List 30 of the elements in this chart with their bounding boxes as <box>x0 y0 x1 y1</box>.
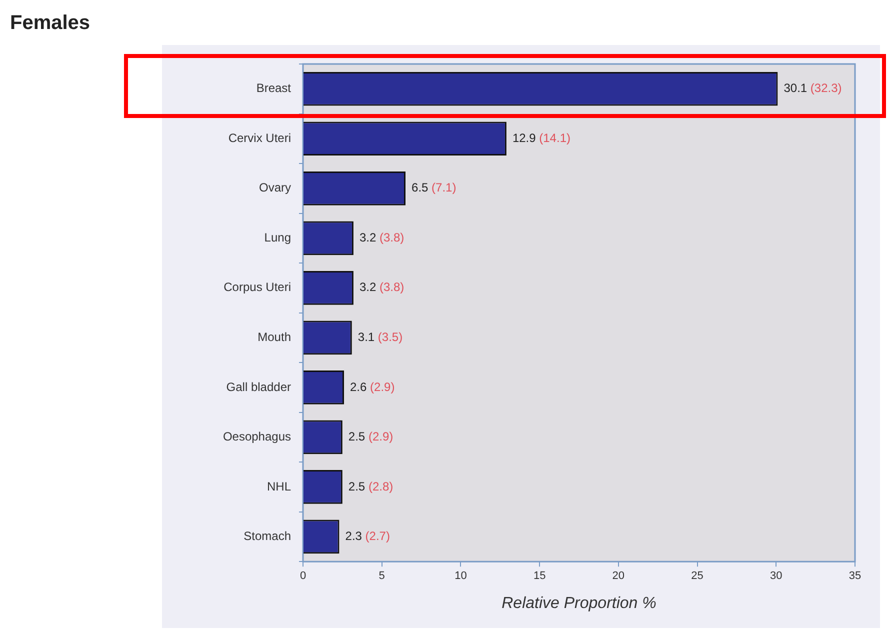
y-tick-label: Gall bladder <box>226 380 291 394</box>
y-tick-label: Cervix Uteri <box>228 130 291 145</box>
data-label: 3.2 (3.8) <box>359 230 404 244</box>
data-label: 3.1 (3.5) <box>358 330 403 344</box>
y-tick-label: Oesophagus <box>222 430 291 444</box>
data-label: 2.5 (2.9) <box>348 430 394 444</box>
y-tick-label: Ovary <box>258 180 291 195</box>
x-tick-label: 10 <box>454 570 467 582</box>
x-tick-label: 35 <box>848 570 862 582</box>
x-tick-label: 25 <box>691 570 704 582</box>
y-tick-label: Mouth <box>258 330 291 344</box>
x-tick-label: 5 <box>378 570 385 582</box>
text: Females <box>10 12 90 35</box>
data-label: 2.5 (2.8) <box>348 479 394 494</box>
x-axis-title: Relative Proportion % <box>502 594 656 612</box>
x-tick-label: 20 <box>612 570 625 582</box>
x-tick-label: 30 <box>770 570 782 582</box>
data-label: 2.3 (2.7) <box>345 529 390 544</box>
y-tick-label: NHL <box>266 479 292 494</box>
data-label: 12.9 (14.1) <box>512 130 570 145</box>
y-tick-label: Stomach <box>244 529 291 544</box>
data-label: 3.2 (3.8) <box>359 280 404 294</box>
y-tick-label: Lung <box>264 230 291 244</box>
y-tick-label: Corpus Uteri <box>224 280 291 294</box>
y-tick-label: Breast <box>256 81 292 96</box>
data-label: 30.1 (32.3) <box>784 81 842 96</box>
data-label: 2.6 (2.9) <box>350 380 395 394</box>
x-tick-label: 0 <box>300 570 306 582</box>
x-tick-label: 15 <box>533 570 546 582</box>
data-label: 6.5 (7.1) <box>412 180 456 195</box>
